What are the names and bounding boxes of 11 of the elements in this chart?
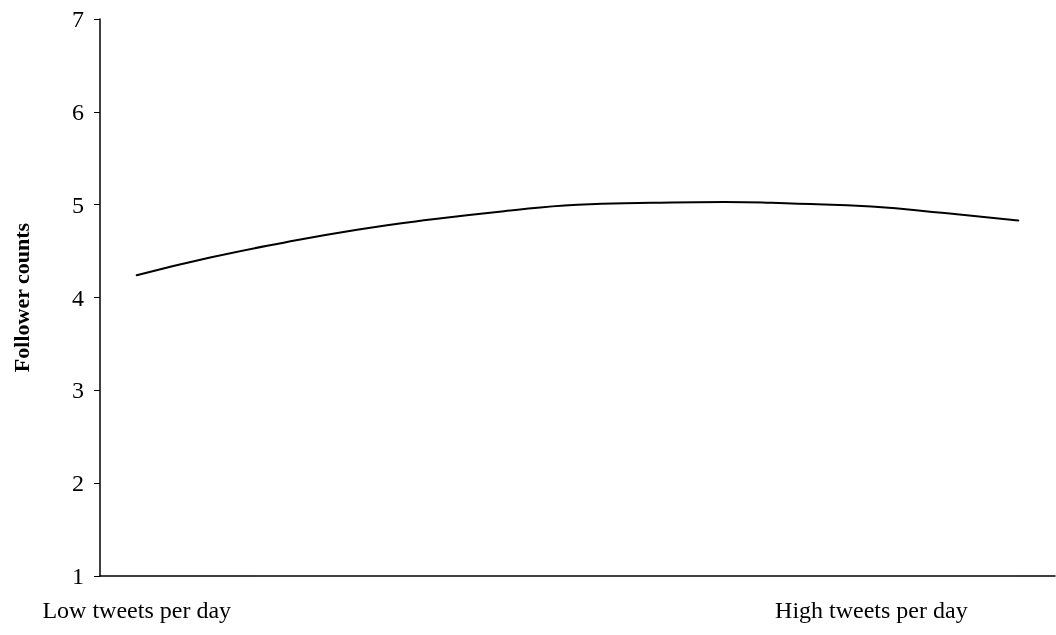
- y-tick-label: 7: [72, 6, 84, 32]
- y-tick-label: 3: [72, 377, 84, 404]
- y-tick-label: 6: [72, 98, 84, 125]
- x-tick-label: High tweets per day: [775, 597, 968, 623]
- y-tick-label: 4: [72, 284, 84, 311]
- y-tick-label: 5: [72, 191, 84, 218]
- line-series: [135, 200, 1020, 277]
- x-tick-label: Low tweets per day: [42, 597, 232, 623]
- y-tick-label: 2: [72, 470, 84, 497]
- y-axis-title: Follower counts: [8, 222, 34, 373]
- y-tick-label: 1: [72, 563, 84, 589]
